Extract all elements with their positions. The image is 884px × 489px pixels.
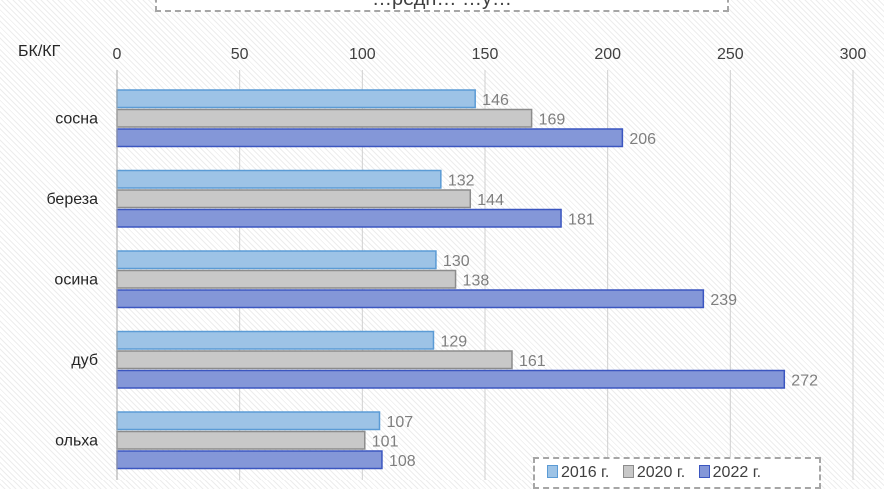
bar	[116, 430, 366, 450]
bar	[116, 289, 705, 309]
unit-label: БК/КГ	[18, 43, 61, 60]
legend-item-2016: 2016 г.	[547, 464, 609, 482]
bar	[116, 330, 435, 350]
legend-item-2020: 2020 г.	[622, 464, 686, 482]
bar	[116, 411, 381, 431]
bar	[116, 269, 457, 289]
bar	[116, 450, 383, 470]
bar	[116, 128, 624, 148]
bar	[116, 208, 562, 228]
bar	[116, 250, 437, 270]
legend-label-2022: 2022 г.	[712, 464, 762, 481]
bar	[116, 108, 533, 128]
bar	[116, 350, 513, 370]
x-tick-label: 0	[113, 46, 122, 63]
data-label: 129	[440, 333, 467, 350]
category-label: дуб	[71, 352, 98, 369]
legend-swatch-2020	[622, 465, 634, 478]
x-tick-label: 200	[594, 46, 621, 63]
legend-item-2022: 2022 г.	[698, 464, 762, 482]
category-label: ольха	[55, 432, 98, 449]
category-label: осина	[54, 271, 98, 288]
x-tick-label: 150	[472, 46, 499, 63]
data-label: 107	[387, 414, 414, 431]
chart-title-box: …редн… …у…	[155, 0, 729, 12]
x-tick-label: 250	[717, 46, 744, 63]
chart-title: …редн… …у…	[157, 0, 727, 9]
x-tick-label: 300	[840, 46, 867, 63]
x-tick-label: 100	[349, 46, 376, 63]
legend-swatch-2016	[547, 465, 558, 478]
category-label: береза	[46, 191, 98, 208]
data-label: 130	[443, 253, 470, 270]
data-label: 138	[463, 272, 490, 289]
data-label: 206	[629, 131, 656, 148]
legend-label-2020: 2020 г.	[636, 464, 686, 481]
data-label: 169	[539, 111, 566, 128]
data-label: 132	[448, 172, 475, 189]
legend-label-2016: 2016 г.	[561, 464, 610, 481]
legend: 2016 г. 2020 г. 2022 г.	[533, 457, 821, 489]
data-label: 239	[710, 292, 737, 309]
bar	[116, 89, 476, 109]
data-label: 108	[389, 453, 416, 470]
data-label: 181	[568, 211, 595, 228]
x-tick-label: 50	[231, 46, 249, 63]
bar	[116, 369, 786, 389]
bar	[116, 169, 442, 189]
category-label: сосна	[55, 110, 98, 127]
legend-swatch-2022	[698, 465, 710, 478]
bar	[116, 189, 472, 209]
data-label: 272	[791, 372, 818, 389]
data-label: 144	[477, 192, 504, 209]
data-label: 161	[519, 353, 546, 370]
data-label: 146	[482, 92, 509, 109]
data-label: 101	[372, 433, 399, 450]
